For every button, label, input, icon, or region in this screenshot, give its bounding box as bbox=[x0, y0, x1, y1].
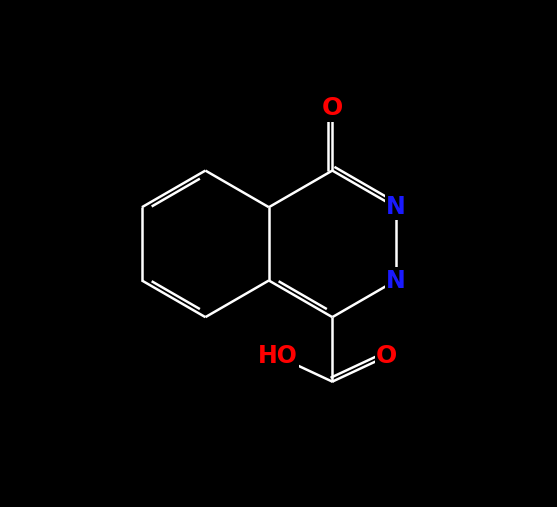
Text: O: O bbox=[322, 96, 343, 120]
Text: HO: HO bbox=[258, 344, 298, 368]
Text: N: N bbox=[386, 269, 405, 293]
Text: N: N bbox=[386, 195, 405, 219]
Text: O: O bbox=[376, 344, 397, 368]
